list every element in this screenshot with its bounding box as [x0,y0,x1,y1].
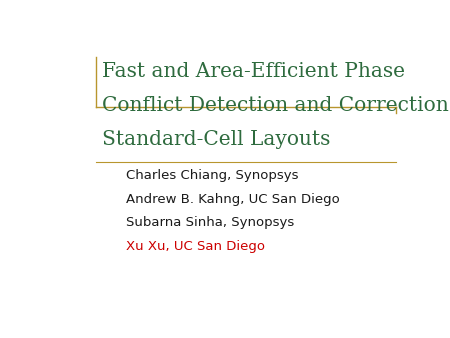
Text: Xu Xu, UC San Diego: Xu Xu, UC San Diego [126,240,265,253]
Text: Andrew B. Kahng, UC San Diego: Andrew B. Kahng, UC San Diego [126,193,340,206]
Text: Conflict Detection and Correction in: Conflict Detection and Correction in [102,96,450,115]
Text: Subarna Sinha, Synopsys: Subarna Sinha, Synopsys [126,216,294,229]
Text: Fast and Area-Efficient Phase: Fast and Area-Efficient Phase [102,62,405,81]
Text: Charles Chiang, Synopsys: Charles Chiang, Synopsys [126,169,298,183]
Text: Standard-Cell Layouts: Standard-Cell Layouts [102,130,330,149]
